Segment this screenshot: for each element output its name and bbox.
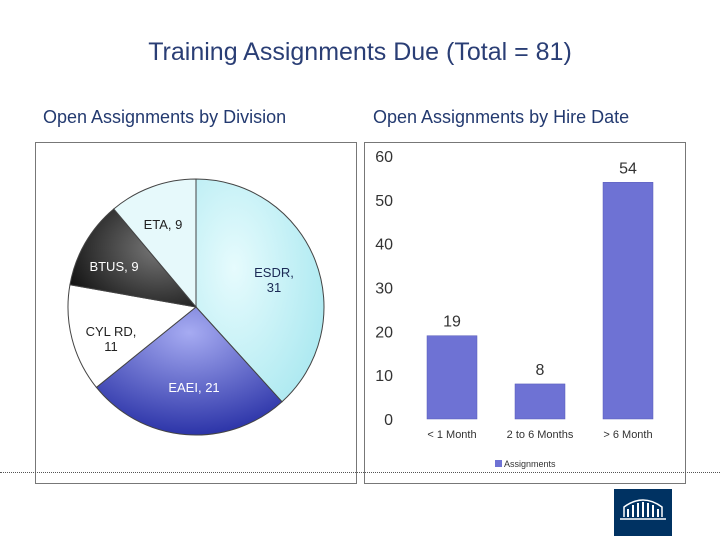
pie-slice <box>69 208 198 308</box>
bar-chart-subtitle: Open Assignments by Hire Date <box>373 107 630 127</box>
bar <box>602 182 654 420</box>
bar <box>426 335 478 420</box>
pie-slice <box>67 284 198 389</box>
bar-data-label: 19 <box>443 314 461 331</box>
page-title: Training Assignments Due (Total = 81) <box>148 38 572 66</box>
pie-slice-label: CYL RD, <box>86 324 137 339</box>
pie-slice-label: ESDR, <box>254 265 294 280</box>
y-tick-label: 60 <box>375 149 393 166</box>
logo-building-icon <box>620 499 666 520</box>
pie-slice-label: EAEI, 21 <box>168 380 219 395</box>
bar-chart-panel: 0 10 20 30 40 50 60 19 8 54 < 1 Month 2 to 6 Mont… <box>364 142 686 484</box>
pie-slice-label: BTUS, 9 <box>89 259 138 274</box>
bar-chart: 0 10 20 30 40 50 60 19 8 54 < 1 Month 2 to 6 Mont… <box>375 149 654 469</box>
bar-data-label: 8 <box>536 362 545 379</box>
pie-slice <box>95 306 283 436</box>
pie-slice <box>195 178 325 403</box>
y-tick-label: 50 <box>375 193 393 210</box>
bar <box>514 383 566 420</box>
bar-data-label: 54 <box>619 160 637 177</box>
x-tick-label: 2 to 6 Months <box>507 429 574 441</box>
pie-chart: ESDR,31 EAEI, 21 CYL RD,11 BTUS, 9 ETA, 9 <box>67 178 325 436</box>
pie-chart-panel: ESDR, 31 EAEI, 21 CYL RD, 11 BTUS, 9 ETA, 9 <box>35 142 357 484</box>
pie-slice-label-value: 31 <box>267 280 281 295</box>
pie-chart-subtitle: Open Assignments by Division <box>43 107 287 127</box>
pie-slice-label: ETA, 9 <box>144 217 183 232</box>
x-tick-label: < 1 Month <box>427 429 476 441</box>
pie-slice <box>113 178 197 309</box>
y-tick-label: 30 <box>375 281 393 298</box>
legend-swatch <box>495 460 502 467</box>
berkeley-lab-logo <box>614 489 672 536</box>
legend-label: Assignments <box>504 459 556 469</box>
y-tick-label: 10 <box>375 368 393 385</box>
pie-slice-label-value: 11 <box>104 339 118 354</box>
footer-divider <box>0 472 720 473</box>
y-tick-label: 40 <box>375 237 393 254</box>
y-tick-label: 0 <box>384 412 393 429</box>
x-tick-label: > 6 Month <box>603 429 652 441</box>
y-tick-label: 20 <box>375 324 393 341</box>
